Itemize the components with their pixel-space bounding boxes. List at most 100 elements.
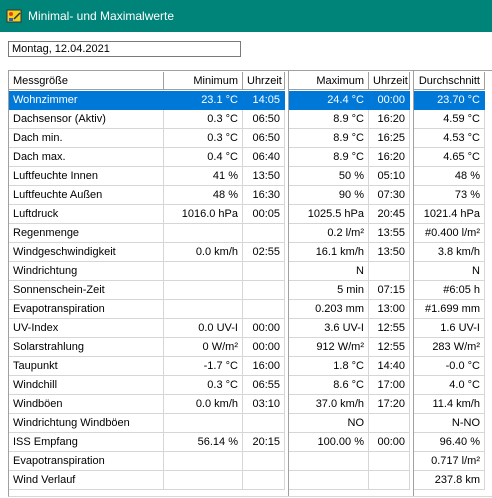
col-durchschnitt-cell: 96.40 % [414,433,485,452]
col-min-time-cell [243,414,285,433]
col-durchschnitt-cell: #1.699 mm [414,300,485,319]
col-messgroesse-cell: Windgeschwindigkeit [9,243,164,262]
col-durchschnitt-cell: 3.8 km/h [414,243,485,262]
col-messgroesse-cell: Luftfeuchte Innen [9,167,164,186]
col-minimum-cell: 0 W/m² [164,338,243,357]
col-max-time-cell: 16:20 [369,110,410,129]
col-maximum-cell [289,452,369,471]
col-durchschnitt-cell: 283 W/m² [414,338,485,357]
col-messgroesse-cell: ISS Empfang [9,433,164,452]
col-messgroesse-cell: Evapotranspiration [9,300,164,319]
col-messgroesse-cell: Sonnenschein-Zeit [9,281,164,300]
column-separator [285,71,289,496]
col-durchschnitt-cell: 4.59 °C [414,110,485,129]
col-messgroesse-cell: Dachsensor (Aktiv) [9,110,164,129]
col-durchschnitt-cell: 4.65 °C [414,148,485,167]
col-maximum-cell: 8.6 °C [289,376,369,395]
col-messgroesse-cell: Luftdruck [9,205,164,224]
col-minimum-cell: 0.4 °C [164,148,243,167]
col-maximum-cell [289,471,369,490]
header-max-time[interactable]: Uhrzeit [369,72,410,90]
col-maximum-cell: 24.4 °C [289,91,369,110]
col-messgroesse-cell: Taupunkt [9,357,164,376]
header-min-time[interactable]: Uhrzeit [243,72,285,90]
col-maximum-cell: 8.9 °C [289,148,369,167]
col-min-time-cell: 00:00 [243,319,285,338]
col-max-time-cell: 12:55 [369,319,410,338]
header-messgroesse[interactable]: Messgröße [9,72,164,90]
col-max-time-cell: 13:55 [369,224,410,243]
col-max-time-cell: 00:00 [369,91,410,110]
col-max-time-cell: 05:10 [369,167,410,186]
col-min-time-cell: 00:00 [243,338,285,357]
col-maximum-cell: N [289,262,369,281]
col-maximum-cell: 8.9 °C [289,110,369,129]
col-max-time-cell: 17:00 [369,376,410,395]
col-maximum-cell: 100.00 % [289,433,369,452]
col-minimum-cell: 0.3 °C [164,376,243,395]
col-minimum-cell [164,281,243,300]
col-durchschnitt-cell: 4.0 °C [414,376,485,395]
col-minimum-cell: 48 % [164,186,243,205]
col-durchschnitt-cell: 48 % [414,167,485,186]
col-min-time-cell [243,262,285,281]
col-messgroesse-cell: Windchill [9,376,164,395]
col-durchschnitt-cell: #6:05 h [414,281,485,300]
col-max-time-cell [369,262,410,281]
col-durchschnitt-cell: -0.0 °C [414,357,485,376]
col-messgroesse-cell: Luftfeuchte Außen [9,186,164,205]
col-max-time-cell: 20:45 [369,205,410,224]
col-durchschnitt-cell: 237.8 km [414,471,485,490]
col-min-time-cell: 00:05 [243,205,285,224]
min-max-table[interactable]: Messgröße Minimum Uhrzeit Maximum Uhrzeit Dur… [8,70,492,497]
col-minimum-cell: 0.0 km/h [164,395,243,414]
col-messgroesse-cell: Regenmenge [9,224,164,243]
col-messgroesse-cell: Dach max. [9,148,164,167]
col-min-time-cell: 16:00 [243,357,285,376]
col-minimum-cell: 0.3 °C [164,129,243,148]
col-minimum-cell: 41 % [164,167,243,186]
col-minimum-cell: 0.3 °C [164,110,243,129]
col-minimum-cell [164,452,243,471]
col-max-time-cell: 07:30 [369,186,410,205]
col-maximum-cell: 50 % [289,167,369,186]
col-messgroesse-cell: Solarstrahlung [9,338,164,357]
col-max-time-cell: 16:25 [369,129,410,148]
header-durchschnitt[interactable]: Durchschnitt [414,72,485,90]
col-min-time-cell: 06:50 [243,110,285,129]
col-min-time-cell: 14:05 [243,91,285,110]
column-separator [410,71,414,496]
col-max-time-cell: 17:20 [369,395,410,414]
col-max-time-cell: 13:00 [369,300,410,319]
col-durchschnitt-cell: #0.400 l/m² [414,224,485,243]
col-durchschnitt-cell: N [414,262,485,281]
weather-station-icon [6,9,22,23]
col-min-time-cell: 06:50 [243,129,285,148]
col-maximum-cell: 8.9 °C [289,129,369,148]
date-field[interactable]: Montag, 12.04.2021 [8,41,241,57]
col-min-time-cell: 06:40 [243,148,285,167]
col-messgroesse-cell: Evapotranspiration [9,452,164,471]
col-minimum-cell: -1.7 °C [164,357,243,376]
col-min-time-cell: 03:10 [243,395,285,414]
col-maximum-cell: 3.6 UV-I [289,319,369,338]
header-minimum[interactable]: Minimum [164,72,243,90]
col-durchschnitt-cell: 0.717 l/m² [414,452,485,471]
col-minimum-cell [164,471,243,490]
col-minimum-cell [164,300,243,319]
col-max-time-cell: 07:15 [369,281,410,300]
col-messgroesse-cell: Windrichtung Windböen [9,414,164,433]
header-maximum[interactable]: Maximum [289,72,369,90]
col-messgroesse-cell: Wind Verlauf [9,471,164,490]
col-min-time-cell [243,300,285,319]
col-maximum-cell: 1.8 °C [289,357,369,376]
col-max-time-cell [369,471,410,490]
col-maximum-cell: 0.2 l/m² [289,224,369,243]
col-minimum-cell [164,224,243,243]
col-durchschnitt-cell: 73 % [414,186,485,205]
col-max-time-cell: 12:55 [369,338,410,357]
col-maximum-cell: 1025.5 hPa [289,205,369,224]
col-min-time-cell [243,452,285,471]
col-maximum-cell: NO [289,414,369,433]
col-maximum-cell: 0.203 mm [289,300,369,319]
